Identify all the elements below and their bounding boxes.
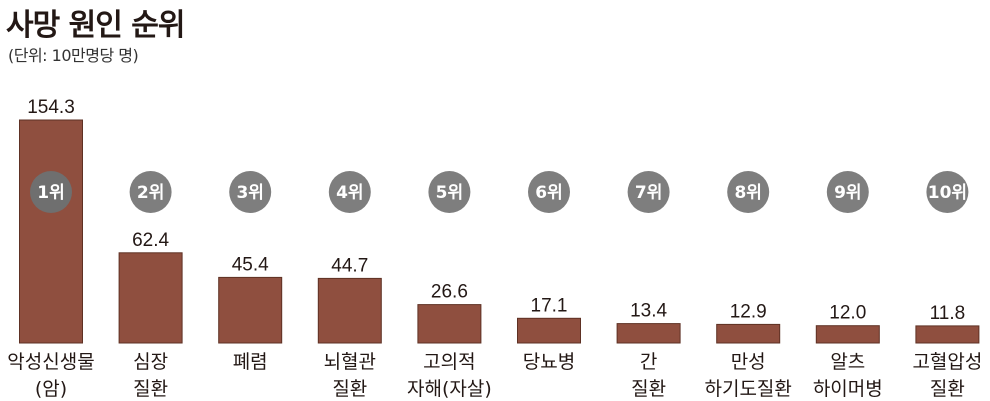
rank-badge (328, 171, 371, 213)
bar (815, 325, 880, 344)
category-label: 당뇨병 (523, 351, 575, 373)
category-label: 알츠 (830, 351, 865, 373)
rank-badge (926, 171, 969, 213)
value-label: 154.3 (27, 97, 75, 118)
rank-badge (129, 171, 172, 213)
category-label: 고혈압성 (912, 351, 982, 373)
rank-label: 7위 (635, 183, 662, 203)
category-label: 만성 (731, 351, 766, 373)
value-label: 12.0 (829, 303, 866, 324)
bar (218, 276, 283, 344)
rank-badge (727, 171, 770, 213)
category-label: 질환 (332, 378, 367, 400)
category-label: 질환 (930, 378, 965, 400)
value-label: 44.7 (331, 255, 368, 276)
rank-label: 9위 (834, 183, 861, 203)
category-label: 폐렴 (233, 351, 268, 373)
value-label: 11.8 (930, 303, 966, 324)
category-label: 자해(자살) (407, 378, 492, 400)
bar (616, 323, 681, 344)
rank-label: 6위 (535, 183, 562, 203)
rank-label: 4위 (336, 183, 363, 203)
category-label: 심장 (133, 351, 168, 373)
category-label: 하이머병 (813, 378, 883, 400)
value-label: 17.1 (531, 295, 568, 316)
bar (915, 325, 980, 344)
chart-subtitle: (단위: 10만명당 명) (8, 46, 139, 65)
rank-label: 2위 (137, 183, 164, 203)
chart-title: 사망 원인 순위 (6, 8, 185, 43)
value-label: 45.4 (232, 254, 269, 275)
rank-label: 3위 (236, 183, 263, 203)
bar (716, 323, 781, 344)
category-label: 하기도질환 (704, 378, 791, 400)
category-label: 고의적 (423, 351, 475, 373)
value-label: 13.4 (630, 301, 667, 322)
rank-badge (627, 171, 670, 213)
rank-badge (826, 171, 869, 213)
bar (417, 304, 482, 344)
rank-label: 10위 (928, 183, 967, 203)
value-label: 12.9 (730, 301, 767, 322)
bar (317, 277, 382, 344)
bar (517, 317, 581, 344)
rank-badge (30, 171, 72, 213)
category-label: 질환 (631, 378, 666, 400)
value-label: 26.6 (431, 282, 468, 303)
category-label: 질환 (133, 378, 168, 400)
bar (19, 119, 83, 344)
category-label: 악성신생물 (7, 351, 94, 373)
rank-label: 5위 (436, 183, 463, 203)
category-label: (암) (35, 378, 67, 400)
rank-badge (428, 171, 471, 213)
rank-label: 1위 (37, 183, 64, 203)
value-label: 62.4 (132, 230, 169, 251)
rank-badge (528, 171, 570, 213)
rank-label: 8위 (734, 183, 761, 203)
category-label: 뇌혈관 (324, 351, 376, 373)
category-label: 간 (640, 351, 657, 373)
rank-badge (229, 171, 272, 213)
bar (118, 252, 183, 344)
